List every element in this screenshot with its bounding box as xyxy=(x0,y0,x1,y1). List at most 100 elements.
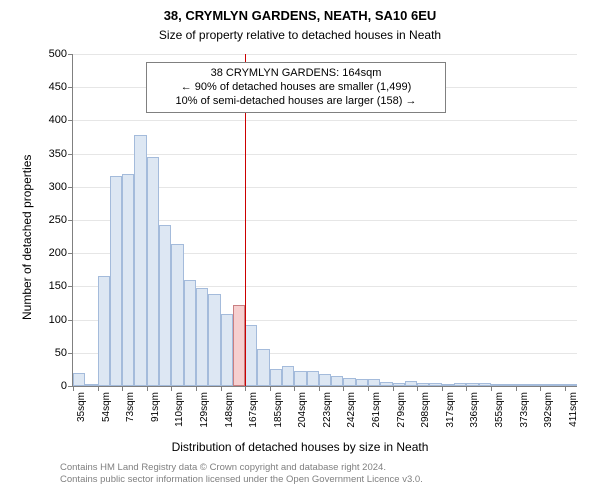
xtick-mark xyxy=(491,386,492,391)
histogram-bar xyxy=(294,371,306,386)
histogram-bar xyxy=(393,383,405,386)
histogram-bar xyxy=(208,294,220,386)
xtick-mark xyxy=(73,386,74,391)
xtick-label: 204sqm xyxy=(297,392,308,428)
histogram-bar xyxy=(405,381,417,386)
histogram-bar xyxy=(565,384,577,386)
footer-line: Contains HM Land Registry data © Crown c… xyxy=(60,462,423,474)
xtick-label: 167sqm xyxy=(248,392,259,428)
xtick-label: 411sqm xyxy=(568,392,579,427)
histogram-bar xyxy=(221,314,233,386)
histogram-bar xyxy=(417,383,429,386)
histogram-bar xyxy=(73,373,85,386)
annotation-line: 38 CRYMLYN GARDENS: 164sqm xyxy=(153,67,439,81)
histogram-bar xyxy=(233,305,245,386)
xtick-mark xyxy=(540,386,541,391)
histogram-bar xyxy=(98,276,110,386)
footer-line: Contains public sector information licen… xyxy=(60,474,423,486)
histogram-bar xyxy=(319,374,331,386)
xtick-mark xyxy=(171,386,172,391)
xtick-label: 129sqm xyxy=(199,392,210,428)
xtick-label: 242sqm xyxy=(346,392,357,428)
histogram-bar xyxy=(110,176,122,386)
histogram-bar xyxy=(331,376,343,386)
histogram-bar xyxy=(257,349,269,386)
xtick-label: 110sqm xyxy=(174,392,185,427)
ytick-label: 350 xyxy=(49,148,73,160)
histogram-bar xyxy=(307,371,319,386)
footer-text: Contains HM Land Registry data © Crown c… xyxy=(60,462,423,487)
chart-container: 38, CRYMLYN GARDENS, NEATH, SA10 6EU Siz… xyxy=(0,0,600,500)
histogram-bar xyxy=(282,366,294,386)
ytick-label: 50 xyxy=(55,347,73,359)
xtick-label: 35sqm xyxy=(76,392,87,422)
ytick-label: 0 xyxy=(61,380,73,392)
ytick-label: 100 xyxy=(49,314,73,326)
xtick-label: 223sqm xyxy=(322,392,333,428)
ytick-label: 200 xyxy=(49,247,73,259)
histogram-bar xyxy=(479,383,491,386)
xtick-mark xyxy=(221,386,222,391)
chart-title: 38, CRYMLYN GARDENS, NEATH, SA10 6EU xyxy=(0,8,600,23)
histogram-bar xyxy=(159,225,171,386)
xtick-label: 336sqm xyxy=(469,392,480,428)
ytick-label: 300 xyxy=(49,181,73,193)
ytick-label: 400 xyxy=(49,114,73,126)
xtick-mark xyxy=(245,386,246,391)
xtick-label: 54sqm xyxy=(101,392,112,422)
xtick-label: 261sqm xyxy=(371,392,382,428)
xtick-label: 73sqm xyxy=(125,392,136,422)
histogram-bar xyxy=(380,382,392,386)
histogram-bar xyxy=(429,383,441,386)
xtick-mark xyxy=(442,386,443,391)
gridline xyxy=(73,54,577,55)
xtick-label: 298sqm xyxy=(420,392,431,428)
xtick-mark xyxy=(98,386,99,391)
xtick-mark xyxy=(417,386,418,391)
xtick-mark xyxy=(270,386,271,391)
xtick-mark xyxy=(393,386,394,391)
chart-subtitle: Size of property relative to detached ho… xyxy=(0,28,600,42)
histogram-bar xyxy=(466,383,478,386)
xtick-mark xyxy=(122,386,123,391)
histogram-bar xyxy=(196,288,208,386)
xtick-label: 148sqm xyxy=(224,392,235,428)
ytick-label: 150 xyxy=(49,280,73,292)
gridline xyxy=(73,120,577,121)
histogram-bar xyxy=(503,384,515,386)
xtick-label: 355sqm xyxy=(494,392,505,428)
histogram-bar xyxy=(528,384,540,386)
histogram-bar xyxy=(171,244,183,386)
xtick-mark xyxy=(565,386,566,391)
histogram-bar xyxy=(270,369,282,386)
xtick-mark xyxy=(343,386,344,391)
xtick-label: 279sqm xyxy=(396,392,407,428)
histogram-bar xyxy=(245,325,257,386)
histogram-bar xyxy=(516,384,528,386)
xtick-mark xyxy=(147,386,148,391)
histogram-bar xyxy=(356,379,368,386)
annotation-line: 10% of semi-detached houses are larger (… xyxy=(153,95,439,109)
histogram-bar xyxy=(184,280,196,386)
xtick-label: 185sqm xyxy=(273,392,284,428)
xtick-label: 392sqm xyxy=(543,392,554,428)
histogram-bar xyxy=(147,157,159,386)
ytick-label: 500 xyxy=(49,48,73,60)
annotation-line: ← 90% of detached houses are smaller (1,… xyxy=(153,81,439,95)
histogram-bar xyxy=(552,384,564,386)
xtick-label: 317sqm xyxy=(445,392,456,428)
xtick-mark xyxy=(294,386,295,391)
gridline xyxy=(73,154,577,155)
histogram-bar xyxy=(122,174,134,386)
y-axis-label: Number of detached properties xyxy=(20,155,34,320)
xtick-mark xyxy=(516,386,517,391)
xtick-mark xyxy=(319,386,320,391)
xtick-mark xyxy=(368,386,369,391)
annotation-box: 38 CRYMLYN GARDENS: 164sqm← 90% of detac… xyxy=(146,62,446,113)
xtick-label: 373sqm xyxy=(519,392,530,428)
histogram-bar xyxy=(540,384,552,386)
xtick-mark xyxy=(196,386,197,391)
xtick-label: 91sqm xyxy=(150,392,161,422)
histogram-bar xyxy=(85,384,97,386)
ytick-label: 250 xyxy=(49,214,73,226)
